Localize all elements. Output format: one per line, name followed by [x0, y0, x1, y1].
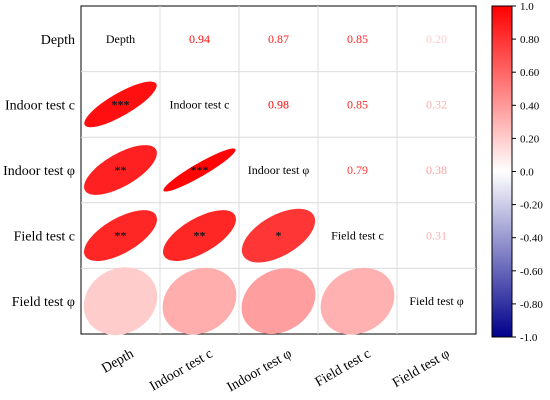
colorbar-tick-label: -0.80 [520, 299, 543, 311]
diagonal-label: Indoor test φ [248, 163, 310, 177]
correlation-ellipse [163, 148, 236, 192]
diagonal-label: Indoor test c [170, 97, 230, 111]
row-label: Field test φ [12, 295, 75, 310]
correlation-value-label: 0.85 [347, 32, 368, 46]
correlation-value-label: 0.38 [426, 163, 447, 177]
correlation-ellipse [162, 267, 237, 335]
colorbar-tick-label: 1.0 [520, 1, 534, 13]
colorbar-tick-label: -1.0 [520, 332, 538, 344]
column-label: Depth [99, 346, 136, 376]
colorbar-tick-label: 0.60 [520, 67, 540, 79]
colorbar: 1.0 0.80 0.60 0.40 0.20 0.0 -0.20 -0.40 -0.60 -0.… [491, 1, 543, 344]
correlation-value-label: 0.98 [268, 97, 289, 111]
correlation-value-label: 0.85 [347, 97, 368, 111]
significance-stars: ** [115, 229, 127, 243]
row-label: Indoor test c [5, 98, 75, 113]
diagonal-label: Field test c [331, 229, 384, 243]
correlation-ellipse [241, 268, 316, 335]
column-label: Indoor test c [147, 346, 215, 394]
colorbar-tick-label: 0.80 [520, 34, 540, 46]
correlation-ellipse [320, 267, 395, 335]
diagonal-label: Depth [106, 32, 135, 46]
correlation-value-label: 0.20 [426, 32, 447, 46]
row-label: Field test c [14, 230, 75, 245]
correlation-value-label: 0.32 [426, 97, 447, 111]
significance-stars: *** [112, 97, 130, 111]
row-label: Indoor test φ [3, 164, 75, 179]
column-label: Indoor test φ [225, 346, 295, 395]
colorbar-tick-label: -0.60 [520, 266, 543, 278]
column-label: Field test φ [390, 346, 452, 391]
correlation-ellipse [163, 210, 236, 262]
significance-stars: ** [115, 163, 127, 177]
correlation-ellipse [241, 208, 316, 263]
correlation-value-label: 0.79 [347, 163, 368, 177]
correlation-value-label: 0.31 [426, 229, 447, 243]
colorbar-tick-label: 0.20 [520, 133, 540, 145]
row-label: Depth [41, 33, 75, 48]
significance-stars: * [276, 229, 282, 243]
colorbar-tick-label: -0.20 [520, 200, 543, 212]
colorbar-bar [491, 5, 513, 338]
significance-stars: *** [191, 163, 209, 177]
diagonal-label: Field test φ [409, 294, 463, 308]
cells-layer [80, 5, 477, 336]
correlation-ellipse [83, 267, 158, 336]
colorbar-tick-label: 0.40 [520, 100, 540, 112]
correlation-ellipse [84, 210, 157, 262]
significance-stars: ** [194, 229, 206, 243]
column-label: Field test c [313, 346, 374, 390]
correlation-ellipse [84, 145, 157, 195]
colorbar-tick-label: 0.0 [520, 167, 534, 179]
correlation-value-label: 0.87 [268, 32, 289, 46]
correlation-value-label: 0.94 [189, 32, 210, 46]
correlation-ellipse [84, 81, 157, 128]
colorbar-tick-label: -0.40 [520, 233, 543, 245]
